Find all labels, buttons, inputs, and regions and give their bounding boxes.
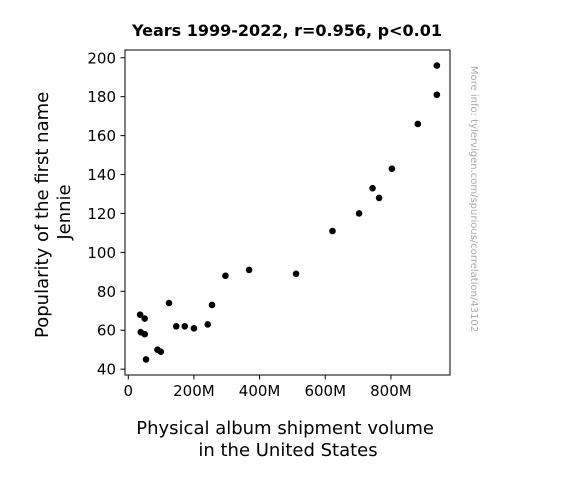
data-point	[292, 270, 300, 278]
x-axis-label: Physical album shipment volume in the Un…	[136, 418, 440, 461]
y-tick-label: 160	[87, 127, 116, 145]
y-tick-label: 40	[97, 361, 116, 379]
x-axis-label-line-1: Physical album shipment volume	[136, 418, 434, 439]
data-point	[329, 227, 336, 235]
data-point	[414, 120, 422, 128]
points-layer	[136, 62, 441, 363]
data-point	[204, 321, 212, 328]
data-point	[172, 323, 180, 330]
y-tick-label: 80	[97, 283, 116, 301]
data-point	[181, 323, 189, 330]
x-tick-label: 200M	[173, 382, 215, 400]
data-point	[375, 194, 383, 202]
y-tick-label: 140	[87, 166, 116, 184]
data-point	[388, 165, 396, 173]
data-point	[433, 91, 441, 99]
data-point	[355, 210, 363, 217]
y-axis-label: Popularity of the first name Jennie	[32, 86, 75, 338]
data-point	[190, 324, 198, 332]
data-point	[157, 348, 165, 355]
chart-title: Years 1999-2022, r=0.956, p<0.01	[131, 21, 442, 40]
x-tick-label: 400M	[239, 382, 281, 400]
x-axis-ticks: 0 200M 400M 600M 800M	[124, 375, 412, 400]
y-tick-label: 180	[87, 88, 116, 106]
watermark-text: More info: tylervigen.com/spurious/corre…	[468, 66, 479, 332]
data-point	[433, 62, 441, 69]
y-tick-label: 60	[97, 322, 116, 340]
y-tick-label: 120	[87, 205, 116, 223]
data-point	[208, 301, 216, 309]
data-point	[141, 330, 148, 338]
x-axis-label-line-2: in the United States	[198, 440, 377, 461]
data-point	[245, 266, 253, 274]
data-point	[136, 311, 144, 318]
data-point	[222, 272, 229, 280]
y-axis-label-line-1: Popularity of the first name	[32, 92, 53, 338]
y-tick-label: 200	[87, 49, 116, 67]
data-point	[142, 356, 150, 363]
plot-frame	[124, 49, 451, 376]
x-tick-label: 600M	[304, 382, 346, 400]
x-tick-label: 800M	[370, 382, 412, 400]
y-axis-ticks: 40 60 80 100 120 140 160 180 200	[87, 49, 125, 379]
data-point	[165, 299, 173, 307]
y-axis-label-line-2: Jennie	[54, 184, 75, 240]
data-point	[141, 315, 148, 322]
y-tick-label: 100	[87, 244, 116, 262]
data-point	[369, 184, 376, 192]
x-tick-label: 0	[124, 382, 134, 400]
